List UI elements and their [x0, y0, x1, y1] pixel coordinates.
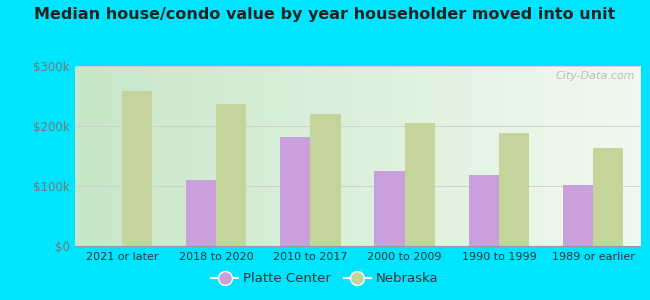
Bar	[563, 185, 593, 246]
Bar	[404, 123, 435, 246]
Text: Median house/condo value by year householder moved into unit: Median house/condo value by year househo…	[34, 8, 616, 22]
Bar	[186, 180, 216, 246]
Bar	[469, 175, 499, 246]
Legend: Platte Center, Nebraska: Platte Center, Nebraska	[206, 267, 444, 290]
Bar	[593, 148, 623, 246]
Text: City-Data.com: City-Data.com	[555, 71, 634, 81]
Bar	[280, 137, 311, 246]
Bar	[499, 133, 529, 246]
Bar	[374, 171, 404, 246]
Bar	[122, 91, 152, 246]
Bar	[311, 114, 341, 246]
Bar	[216, 104, 246, 246]
